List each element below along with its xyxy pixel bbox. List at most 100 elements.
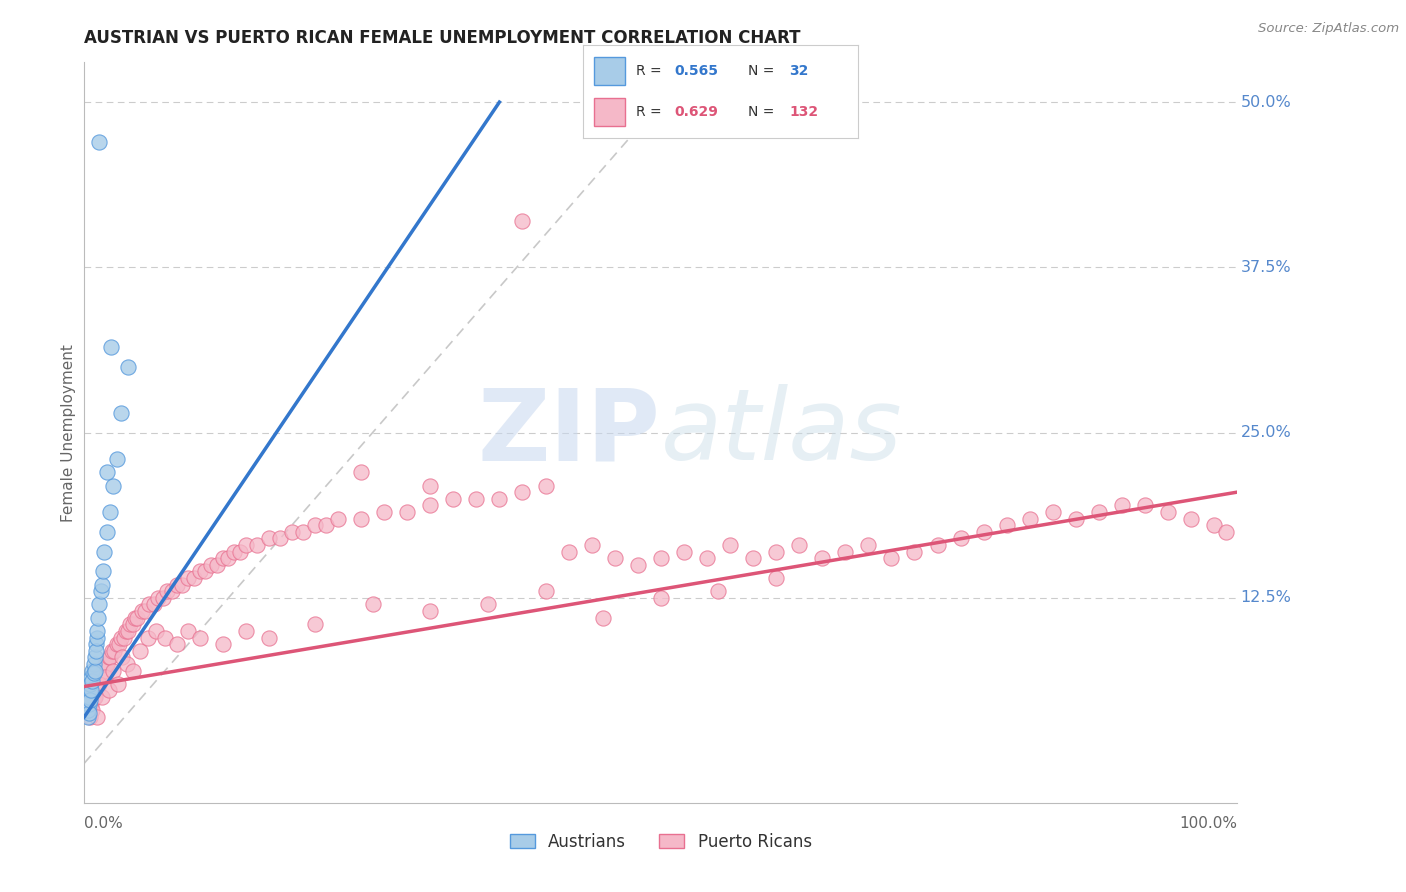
- Point: [145, 624, 167, 638]
- Text: 0.629: 0.629: [673, 105, 718, 119]
- Point: [188, 631, 211, 645]
- Point: [76, 703, 98, 717]
- Point: [177, 624, 200, 638]
- Point: [534, 584, 557, 599]
- Point: [326, 511, 349, 525]
- Point: [89, 670, 111, 684]
- Point: [98, 650, 121, 665]
- Point: [880, 551, 903, 566]
- Point: [77, 706, 100, 720]
- Point: [84, 644, 107, 658]
- Point: [91, 565, 114, 579]
- Point: [172, 577, 194, 591]
- Point: [1133, 499, 1156, 513]
- Text: R =: R =: [636, 105, 665, 119]
- Point: [117, 359, 139, 374]
- Point: [108, 637, 131, 651]
- Point: [1215, 524, 1237, 539]
- Point: [138, 598, 160, 612]
- Point: [1180, 511, 1202, 525]
- Point: [581, 538, 603, 552]
- Point: [1157, 505, 1180, 519]
- Point: [100, 340, 122, 354]
- Point: [86, 710, 108, 724]
- Point: [93, 664, 115, 678]
- Point: [166, 637, 188, 651]
- Point: [419, 604, 441, 618]
- Point: [1111, 499, 1133, 513]
- Point: [281, 524, 304, 539]
- Point: [82, 674, 104, 689]
- Point: [77, 697, 100, 711]
- Point: [396, 505, 419, 519]
- Point: [83, 657, 105, 671]
- Text: 50.0%: 50.0%: [1240, 95, 1292, 110]
- Point: [218, 551, 240, 566]
- Point: [419, 478, 441, 492]
- Point: [127, 611, 149, 625]
- Point: [696, 551, 718, 566]
- Point: [110, 406, 132, 420]
- Point: [82, 664, 104, 678]
- Point: [89, 135, 111, 149]
- Point: [120, 617, 142, 632]
- Text: 12.5%: 12.5%: [1240, 591, 1292, 606]
- Point: [83, 664, 105, 678]
- Point: [834, 544, 856, 558]
- Point: [903, 544, 925, 558]
- Point: [80, 683, 103, 698]
- Point: [76, 703, 98, 717]
- Point: [188, 565, 211, 579]
- Point: [80, 697, 103, 711]
- Point: [477, 598, 499, 612]
- Point: [156, 584, 179, 599]
- Text: AUSTRIAN VS PUERTO RICAN FEMALE UNEMPLOYMENT CORRELATION CHART: AUSTRIAN VS PUERTO RICAN FEMALE UNEMPLOY…: [84, 29, 801, 47]
- Point: [90, 690, 112, 704]
- Point: [211, 551, 233, 566]
- Point: [86, 677, 108, 691]
- FancyBboxPatch shape: [595, 98, 624, 126]
- Text: R =: R =: [636, 64, 665, 78]
- Point: [79, 697, 101, 711]
- Point: [465, 491, 488, 506]
- Point: [77, 690, 100, 704]
- Point: [105, 637, 128, 651]
- Point: [83, 650, 105, 665]
- Point: [718, 538, 741, 552]
- Point: [765, 571, 787, 585]
- Point: [858, 538, 880, 552]
- Point: [211, 637, 233, 651]
- Point: [1064, 511, 1087, 525]
- Point: [512, 485, 534, 500]
- Text: 0.0%: 0.0%: [84, 816, 124, 831]
- Point: [124, 611, 146, 625]
- Point: [205, 558, 228, 572]
- Point: [1088, 505, 1111, 519]
- Point: [373, 505, 395, 519]
- Point: [257, 631, 280, 645]
- Y-axis label: Female Unemployment: Female Unemployment: [60, 343, 76, 522]
- Point: [650, 591, 672, 605]
- Point: [927, 538, 949, 552]
- Point: [177, 571, 200, 585]
- Point: [441, 491, 464, 506]
- Point: [83, 666, 105, 681]
- Point: [136, 631, 159, 645]
- Point: [166, 577, 188, 591]
- FancyBboxPatch shape: [595, 57, 624, 85]
- Point: [83, 683, 105, 698]
- Text: 32: 32: [789, 64, 808, 78]
- Point: [811, 551, 834, 566]
- Point: [82, 703, 104, 717]
- Point: [229, 544, 252, 558]
- Point: [315, 518, 337, 533]
- Point: [103, 664, 124, 678]
- Text: Source: ZipAtlas.com: Source: ZipAtlas.com: [1258, 22, 1399, 36]
- Point: [86, 631, 108, 645]
- Point: [82, 690, 104, 704]
- Point: [627, 558, 650, 572]
- Point: [592, 611, 614, 625]
- Point: [80, 670, 103, 684]
- Point: [160, 584, 183, 599]
- Point: [707, 584, 730, 599]
